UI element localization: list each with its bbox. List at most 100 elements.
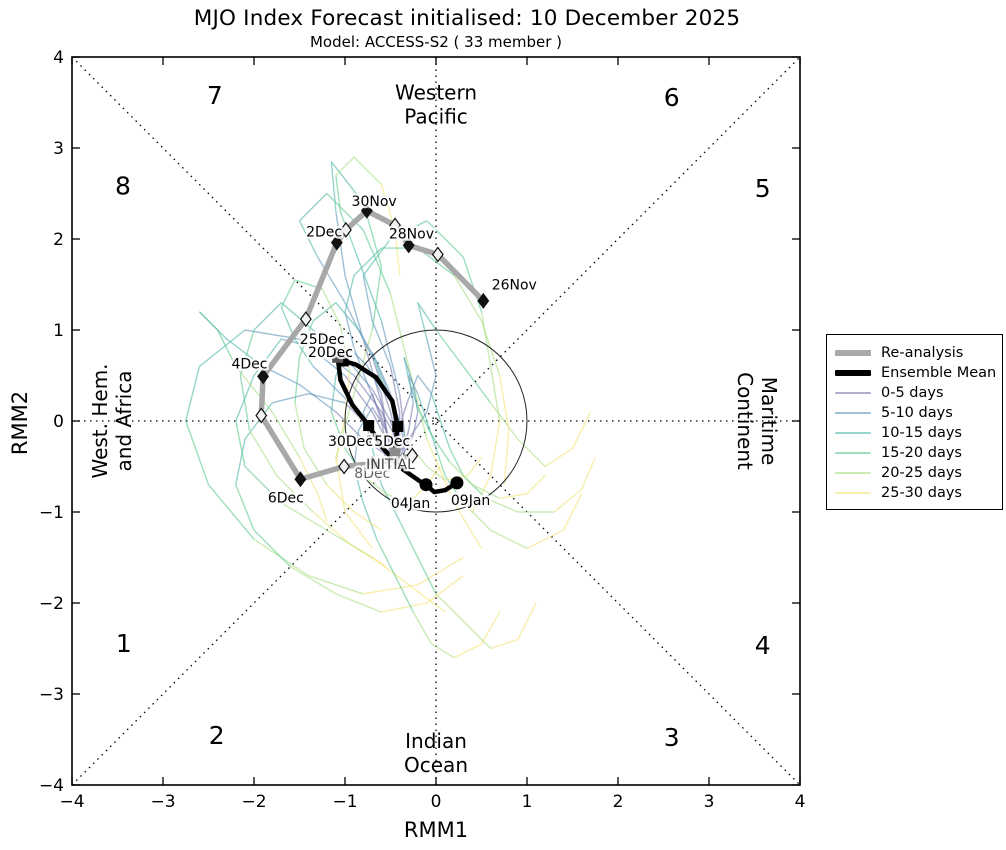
mean-marker-04Jan [419,478,433,492]
member-0-segment-25-30 days [363,556,464,595]
member-4-segment-20-25 days [435,593,492,649]
member-2-segment-0-5 days [362,338,392,458]
member-14-segment-10-15 days [344,247,382,312]
y-tick-label--4: −4 [39,776,64,796]
member-11-segment-25-30 days [553,457,596,513]
phase-number-4: 4 [755,631,771,660]
reanalysis-marker-29Nov [389,217,401,234]
member-15-segment-20-25 days [412,611,455,659]
region-labels: Western Pacific Indian Ocean West. Hem.and A… [88,80,781,777]
member-15-segment-10-15 days [353,466,378,540]
x-tick-label--3: −3 [150,792,175,812]
member-17-segment-15-20 days [239,329,255,431]
member-15-segment-25-30 days [453,611,501,659]
reanalysis-marker-3Dec [299,311,312,328]
reanalysis-marker-6Dec [294,471,307,488]
reanalysis-marker-30Nov [360,202,373,219]
y-tick-label-4: 4 [53,48,64,68]
reanalysis-marker-1Dec [339,221,352,238]
member-6-segment-20-25 days [490,402,546,467]
chart-title: MJO Index Forecast initialised: 10 Decem… [193,6,741,31]
label-8Dec: 8Dec [354,466,390,482]
legend-line-sample [835,350,871,356]
legend-item-0-5-days: 0-5 days [835,383,994,403]
member-17-segment-20-25 days [248,429,314,513]
region-label-indian-ocean: Indian Ocean [404,729,468,777]
y-tick-label-0: 0 [53,412,64,432]
member-10-segment-10-15 days [353,247,383,322]
legend-swatch [835,370,871,376]
reanalysis-markers [255,202,490,488]
reanalysis-marker-7Dec [338,458,351,475]
member-8-segment-10-15 days [298,193,328,258]
member-3-segment-15-20 days [435,448,464,504]
reanalysis-marker-27Nov [431,246,444,263]
member-7-segment-5-10 days [349,347,383,395]
reanalysis-marker-8Dec [366,455,379,472]
member-12-segment-25-30 days [381,575,464,613]
legend-swatch [835,451,871,455]
member-1-segment-15-20 days [426,220,483,313]
reanalysis-marker-28Nov [402,237,415,254]
phase-number-5: 5 [755,174,771,203]
unit-circle [344,329,528,513]
member-5-segment-10-15 days [235,338,282,422]
reanalysis-marker-5Dec [255,407,268,424]
member-9-segment-15-20 days [198,311,237,367]
member-18-segment-15-20 days [417,407,451,463]
member-19-segment-15-20 days [280,279,323,308]
member-12-segment-20-25 days [290,565,382,613]
tick-labels: −4−4 −3 −3 −2 −2 −1 −1 0 0 1 1 2 2 3 3 4 4 [39,48,805,812]
label-20Dec: 20Dec [308,345,353,361]
legend-line-sample [835,471,871,475]
reanalysis-marker-2Dec [330,234,343,251]
label-2Dec: 2Dec [306,225,342,241]
ensemble-mean-markers [332,351,464,492]
label-28Nov: 28Nov [389,227,434,243]
chart-subtitle: Model: ACCESS-S2 ( 33 member ) [309,33,563,51]
member-3-segment-5-10 days [408,374,419,403]
region-label-western-pacific: Western Pacific [395,80,477,128]
mean-marker-09Jan [450,476,464,490]
member-7-segment-20-25 days [362,475,409,504]
member-6-segment-10-15 days [417,302,437,340]
y-tick-label-2: 2 [53,230,64,250]
y-tick-label-1: 1 [53,321,64,341]
y-tick-label--3: −3 [39,685,64,705]
x-tick-label-1: 1 [522,792,533,812]
legend-line-sample [835,431,871,435]
member-6-segment-15-20 days [435,329,492,404]
member-4-segment-5-10 days [362,393,373,449]
legend-item-ensemble-mean: Ensemble Mean [835,363,996,383]
phase-number-7: 7 [207,81,223,110]
legend-label: 0-5 days [881,385,944,401]
legend-item-20-25-days: 20-25 days [835,463,994,483]
mean-marker-15Dec [392,420,404,432]
member-16-segment-10-15 days [312,302,360,331]
phase-number-3: 3 [664,723,680,752]
legend-swatch [835,431,871,435]
member-12-segment-15-20 days [235,484,291,568]
legend-item-5-10-days: 5-10 days [835,403,994,423]
member-5-segment-25-30 days [371,556,446,613]
legend-label: 5-10 days [881,405,953,421]
member-1-segment-5-10 days [362,275,392,367]
legend-label: 25-30 days [881,485,962,501]
legend-swatch [835,471,871,475]
y-tick-label--2: −2 [39,594,64,614]
member-6-segment-5-10 days [426,338,437,413]
member-16-segment-5-10 days [358,329,392,394]
member-11-segment-10-15 days [430,393,451,449]
member-14-segment-25-30 days [499,375,510,485]
legend-item-25-30-days: 25-30 days [835,483,994,503]
member-12-segment-5-10 days [272,393,346,404]
member-10-segment-5-10 days [380,320,401,394]
legend-item-10-15-days: 10-15 days [835,423,994,443]
member-2-segment-15-20 days [362,202,383,331]
reanalysis-marker-26Nov [477,292,490,309]
legend-swatch [835,491,871,495]
legend-swatch [835,391,871,395]
x-tick-label-2: 2 [613,792,624,812]
